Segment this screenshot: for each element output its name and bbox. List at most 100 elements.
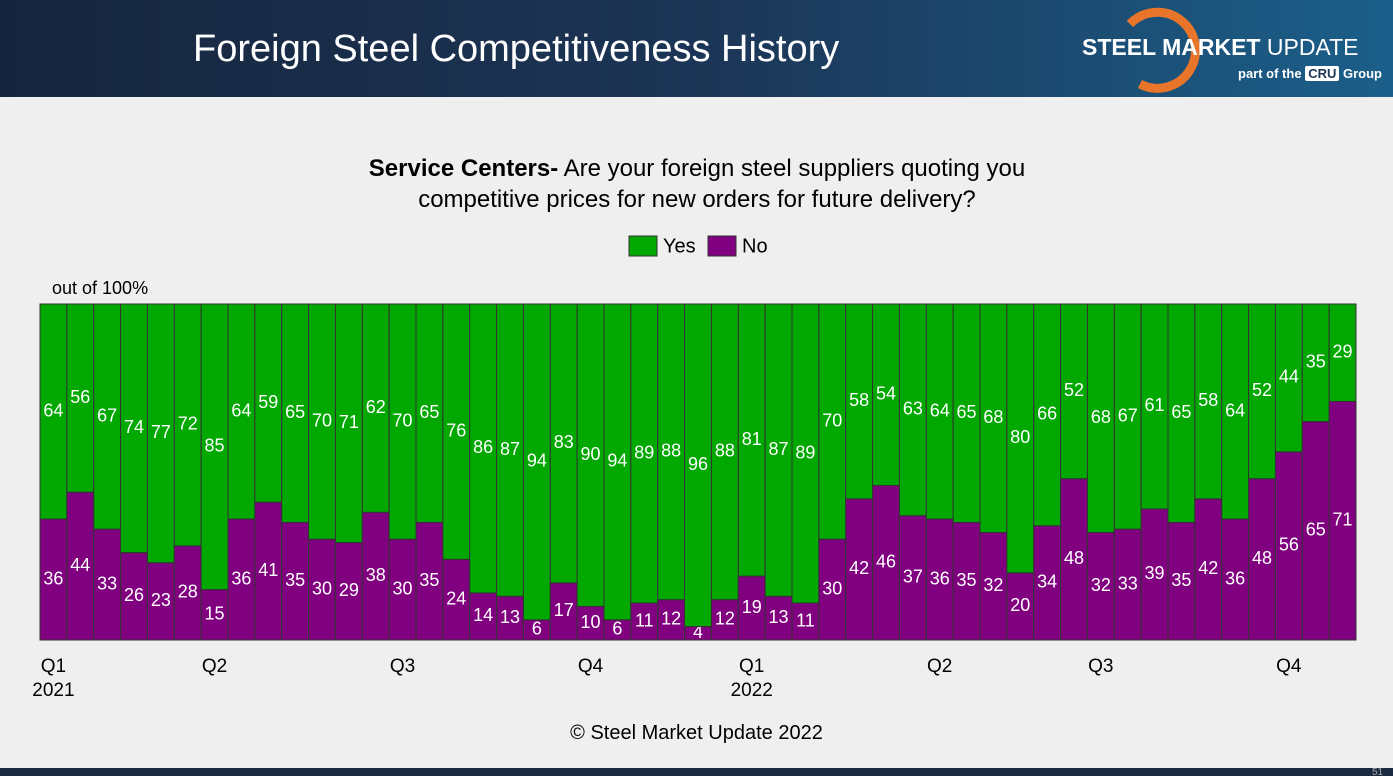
bar — [1221, 303, 1250, 520]
value-label: 88 — [715, 441, 735, 461]
value-label: 10 — [581, 612, 601, 632]
copyright: © Steel Market Update 2022 — [570, 722, 823, 744]
value-label: 4 — [693, 622, 703, 642]
value-label: 70 — [822, 410, 842, 430]
value-label: 64 — [1225, 400, 1245, 420]
value-label: 54 — [876, 383, 896, 403]
value-label: 65 — [1171, 402, 1191, 422]
value-label: 87 — [769, 439, 789, 459]
value-label: 64 — [43, 400, 63, 420]
value-label: 90 — [581, 444, 601, 464]
value-label: 12 — [661, 609, 681, 629]
value-label: 19 — [742, 597, 762, 617]
bar — [1060, 303, 1088, 480]
bar — [39, 303, 68, 520]
bar — [710, 303, 739, 601]
tagline-brand: CRU — [1305, 66, 1340, 81]
value-label: 85 — [205, 436, 225, 456]
value-label: 76 — [446, 420, 466, 440]
header-title: Foreign Steel Competitiveness History — [193, 28, 840, 70]
value-label: 65 — [419, 402, 439, 422]
bar — [1301, 303, 1330, 423]
value-label: 56 — [70, 387, 90, 407]
value-label: 35 — [419, 570, 439, 590]
value-label: 28 — [178, 582, 198, 602]
bar — [1167, 303, 1196, 523]
value-label: 63 — [903, 399, 923, 419]
bar — [1006, 572, 1035, 641]
chart-title: Service Centers- Are your foreign steel … — [327, 153, 1067, 215]
value-label: 66 — [1037, 404, 1057, 424]
value-label: 30 — [822, 578, 842, 598]
bar — [630, 303, 659, 604]
bar — [66, 303, 95, 493]
bar — [1086, 531, 1115, 641]
value-label: 58 — [849, 390, 869, 410]
value-label: 46 — [876, 551, 896, 571]
value-label: 33 — [1118, 573, 1138, 593]
value-label: 61 — [1145, 395, 1165, 415]
bar — [737, 575, 766, 641]
bar — [925, 303, 954, 520]
value-label: 35 — [285, 570, 305, 590]
bar — [173, 303, 202, 547]
value-label: 68 — [983, 407, 1003, 427]
value-label: 65 — [957, 402, 977, 422]
value-label: 15 — [205, 604, 225, 624]
bar — [1167, 521, 1196, 641]
bar — [1274, 303, 1303, 453]
value-label: 94 — [527, 451, 547, 471]
x-tick-label: Q3 — [1088, 656, 1114, 677]
bar — [979, 531, 1008, 641]
x-tick-label: Q2 — [201, 656, 228, 677]
value-label: 35 — [957, 570, 977, 590]
value-label: 33 — [97, 573, 117, 593]
bar — [442, 303, 471, 560]
bar — [1328, 303, 1357, 402]
value-label: 36 — [1225, 568, 1245, 588]
value-label: 14 — [473, 605, 493, 625]
value-label: 36 — [231, 568, 251, 588]
value-label: 20 — [1010, 595, 1030, 615]
bar — [1006, 303, 1035, 574]
bar — [1113, 303, 1142, 530]
value-label: 67 — [97, 405, 117, 425]
bar — [764, 595, 793, 641]
y-label: out of 100% — [52, 278, 149, 298]
bar — [549, 303, 578, 584]
logo: STEEL MARKET UPDATE — [1082, 34, 1358, 61]
bar — [469, 592, 498, 641]
value-label: 70 — [393, 410, 413, 430]
value-label: 94 — [607, 451, 627, 471]
x-tick-label: Q1 2022 — [730, 656, 773, 701]
value-label: 32 — [983, 575, 1003, 595]
title-text: Are your foreign steel suppliers quoting… — [418, 155, 1026, 213]
bar — [469, 303, 498, 594]
bar — [496, 595, 524, 641]
bar — [1194, 303, 1223, 500]
x-tick-label: Q2 — [927, 656, 953, 677]
value-label: 67 — [1118, 405, 1138, 425]
bar — [146, 562, 175, 641]
value-label: 77 — [151, 422, 171, 442]
value-label: 23 — [151, 590, 171, 610]
bar — [227, 518, 256, 641]
bar — [657, 303, 686, 601]
legend-swatch — [628, 235, 658, 257]
value-label: 29 — [339, 580, 359, 600]
value-label: 44 — [1279, 367, 1299, 387]
value-label: 35 — [1171, 570, 1191, 590]
value-label: 52 — [1252, 380, 1272, 400]
value-label: 36 — [930, 568, 950, 588]
value-label: 65 — [285, 402, 305, 422]
value-label: 38 — [366, 565, 386, 585]
value-label: 42 — [1198, 558, 1218, 578]
value-label: 52 — [1064, 380, 1084, 400]
value-label: 34 — [1037, 572, 1057, 592]
title-prefix: Service Centers- — [368, 155, 559, 182]
bar — [952, 303, 981, 523]
value-label: 71 — [339, 412, 359, 432]
value-label: 42 — [849, 558, 869, 578]
